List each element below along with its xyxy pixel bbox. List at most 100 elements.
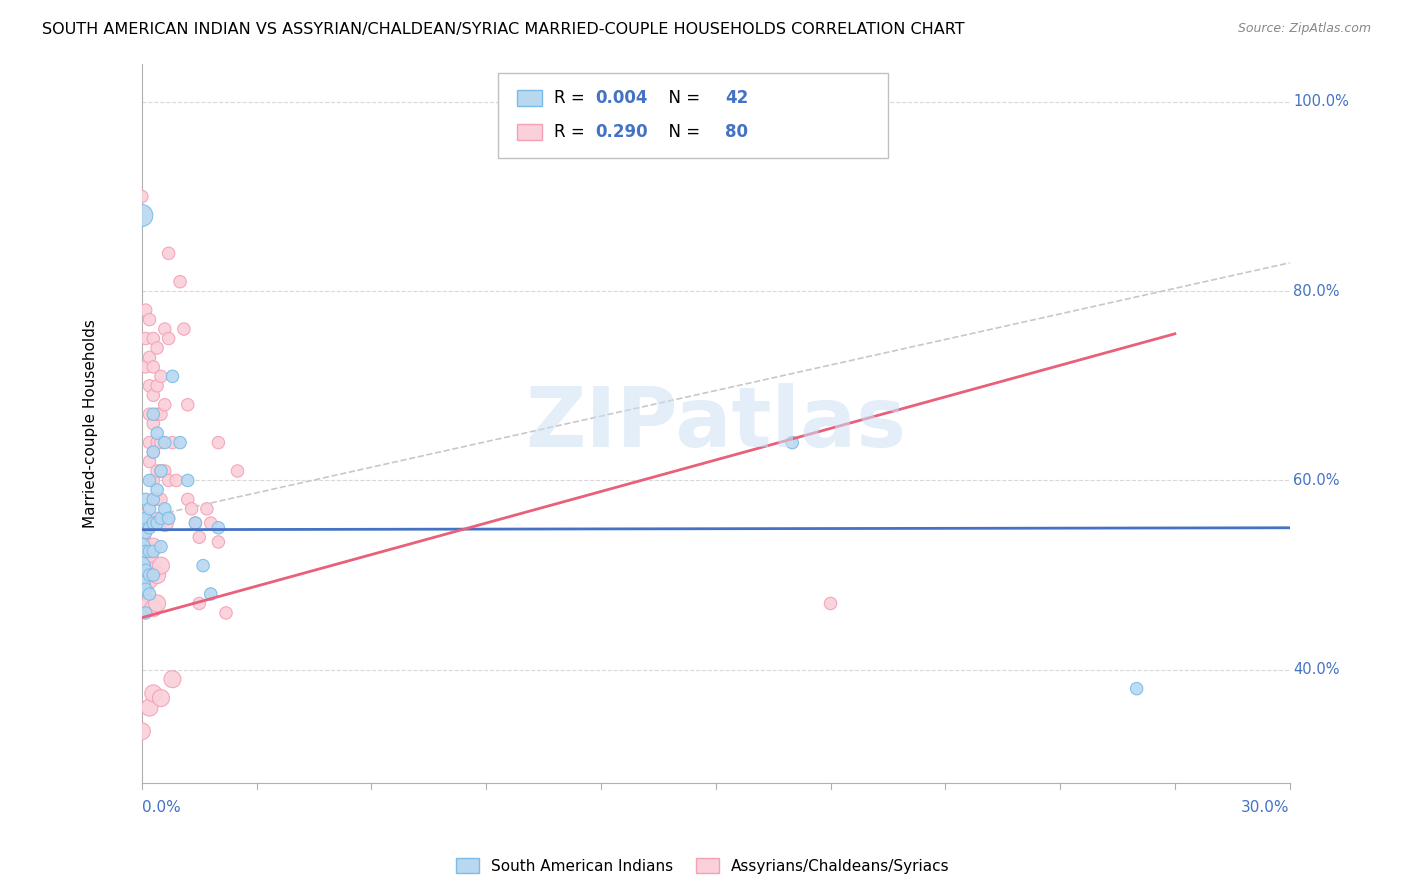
Point [149, 516, 172, 530]
Point [173, 322, 195, 336]
FancyBboxPatch shape [517, 90, 543, 106]
Point [142, 492, 165, 507]
Point [131, 558, 153, 573]
Point [153, 501, 176, 516]
Point [135, 511, 157, 525]
Text: 80: 80 [725, 123, 748, 141]
Point [149, 492, 172, 507]
Point [146, 568, 169, 582]
Point [188, 530, 211, 544]
Point [142, 601, 165, 615]
Point [207, 535, 229, 549]
Point [149, 369, 172, 384]
Point [135, 582, 157, 597]
Point [215, 606, 238, 620]
Point [138, 379, 160, 393]
Point [131, 558, 153, 573]
Point [180, 501, 202, 516]
Point [146, 483, 169, 497]
Point [226, 464, 249, 478]
Point [135, 558, 157, 573]
Point [169, 435, 191, 450]
Point [146, 492, 169, 507]
Point [149, 691, 172, 706]
Point [165, 474, 187, 488]
Point [142, 563, 165, 577]
Text: 0.290: 0.290 [595, 123, 648, 141]
Legend: South American Indians, Assyrians/Chaldeans/Syriacs: South American Indians, Assyrians/Chalde… [450, 852, 956, 880]
Point [135, 303, 157, 318]
Point [157, 331, 180, 345]
Point [142, 686, 165, 700]
Point [149, 464, 172, 478]
Point [146, 426, 169, 441]
Point [146, 341, 169, 355]
Point [191, 558, 214, 573]
Point [135, 563, 157, 577]
Point [149, 435, 172, 450]
Point [135, 601, 157, 615]
Point [153, 516, 176, 530]
Point [146, 511, 169, 525]
Point [157, 511, 180, 525]
Point [138, 573, 160, 587]
Point [195, 501, 218, 516]
Point [138, 597, 160, 611]
Point [138, 351, 160, 365]
Point [142, 474, 165, 488]
Point [153, 435, 176, 450]
Point [162, 369, 184, 384]
Point [135, 577, 157, 591]
Point [200, 516, 222, 530]
Point [131, 724, 153, 739]
Point [149, 464, 172, 478]
Point [153, 398, 176, 412]
Point [135, 606, 157, 620]
Point [157, 246, 180, 260]
Point [146, 516, 169, 530]
Point [149, 540, 172, 554]
Point [177, 474, 200, 488]
Point [138, 587, 160, 601]
Text: Source: ZipAtlas.com: Source: ZipAtlas.com [1237, 22, 1371, 36]
Point [200, 587, 222, 601]
Point [820, 597, 842, 611]
Point [142, 516, 165, 530]
Point [146, 379, 169, 393]
Point [135, 540, 157, 554]
FancyBboxPatch shape [498, 72, 889, 158]
Point [138, 549, 160, 564]
Point [146, 464, 169, 478]
Text: N =: N = [658, 123, 706, 141]
Point [131, 540, 153, 554]
Point [177, 492, 200, 507]
Point [142, 359, 165, 374]
Point [138, 568, 160, 582]
Text: SOUTH AMERICAN INDIAN VS ASSYRIAN/CHALDEAN/SYRIAC MARRIED-COUPLE HOUSEHOLDS CORR: SOUTH AMERICAN INDIAN VS ASSYRIAN/CHALDE… [42, 22, 965, 37]
Point [138, 312, 160, 326]
Point [138, 700, 160, 714]
Text: N =: N = [658, 89, 706, 107]
Point [157, 474, 180, 488]
Point [153, 322, 176, 336]
Point [135, 525, 157, 540]
Point [162, 672, 184, 686]
Text: 0.004: 0.004 [595, 89, 648, 107]
Point [142, 331, 165, 345]
Point [142, 388, 165, 402]
Point [169, 275, 191, 289]
Point [135, 359, 157, 374]
Point [146, 597, 169, 611]
Point [138, 435, 160, 450]
Point [162, 435, 184, 450]
Point [149, 558, 172, 573]
Point [131, 189, 153, 203]
Text: R =: R = [554, 123, 591, 141]
Point [138, 454, 160, 468]
Point [135, 544, 157, 558]
Point [207, 521, 229, 535]
Point [131, 511, 153, 525]
Point [138, 407, 160, 421]
Text: 30.0%: 30.0% [1241, 800, 1289, 815]
Point [142, 544, 165, 558]
